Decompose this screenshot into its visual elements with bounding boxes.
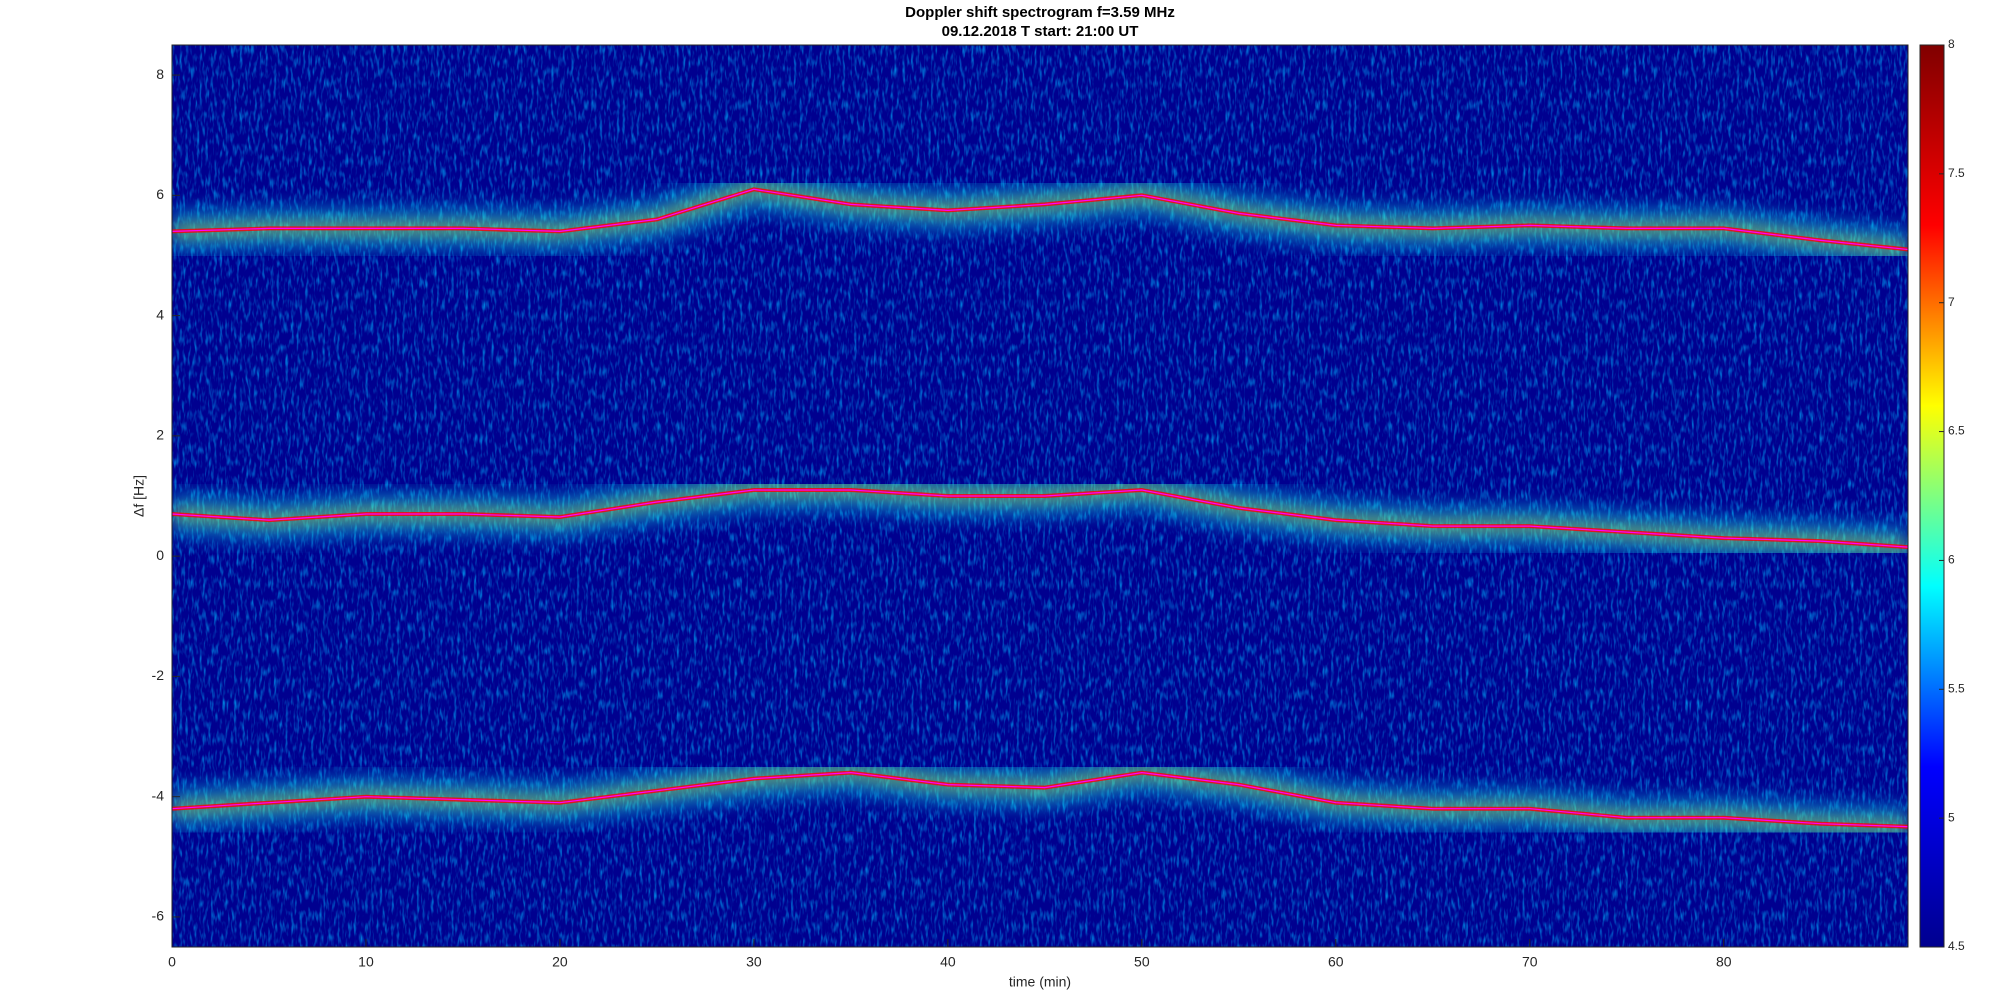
colorbar-tick-label: 6.5 (1948, 424, 1965, 438)
chart-title: Doppler shift spectrogram f=3.59 MHz (905, 4, 1175, 21)
colorbar-tick-label: 5.5 (1948, 681, 1965, 695)
x-tick-label: 10 (358, 954, 374, 970)
chart-subtitle: 09.12.2018 T start: 21:00 UT (942, 23, 1139, 40)
y-tick-label: -6 (152, 908, 165, 924)
y-tick-label: -2 (152, 667, 165, 683)
spectrogram-area (172, 45, 1908, 947)
colorbar-tick-label: 5 (1948, 810, 1955, 824)
trace-line (172, 489, 1908, 548)
plot-frame (171, 44, 1909, 948)
x-tick-label: 0 (168, 954, 176, 970)
x-axis-label: time (min) (1009, 974, 1071, 990)
x-tick-label: 50 (1134, 954, 1150, 970)
y-tick-label: 8 (156, 66, 164, 82)
x-tick-label: 60 (1328, 954, 1344, 970)
x-tick-label: 40 (940, 954, 956, 970)
x-tick-label: 20 (552, 954, 568, 970)
trace-line (172, 188, 1908, 251)
x-tick-label: 30 (746, 954, 762, 970)
y-axis-label: Δf [Hz] (131, 475, 147, 517)
x-tick-label: 70 (1522, 954, 1538, 970)
colorbar-tick-label: 4.5 (1948, 939, 1965, 953)
y-tick-label: 0 (156, 547, 164, 563)
colorbar (1919, 44, 1945, 948)
trace-line (172, 771, 1908, 828)
colorbar-tick-label: 7 (1948, 295, 1955, 309)
y-tick-label: 2 (156, 427, 164, 443)
colorbar-tick-label: 6 (1948, 553, 1955, 567)
x-tick-label: 80 (1716, 954, 1732, 970)
y-tick-label: 4 (156, 306, 164, 322)
colorbar-tick-label: 7.5 (1948, 166, 1965, 180)
y-tick-label: -4 (152, 787, 165, 803)
y-tick-label: 6 (156, 186, 164, 202)
colorbar-tick-label: 8 (1948, 37, 1955, 51)
